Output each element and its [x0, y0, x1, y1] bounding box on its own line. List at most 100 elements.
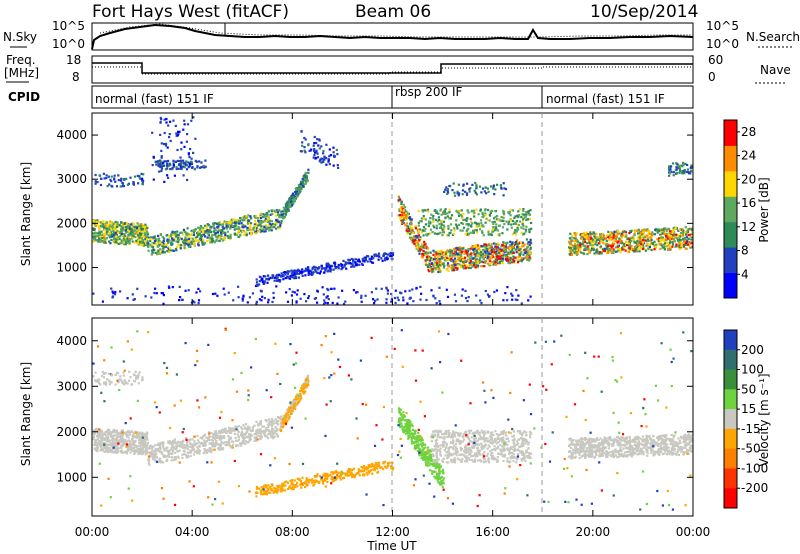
power-echo	[190, 229, 193, 232]
power-echo	[453, 191, 456, 194]
velocity-echo	[111, 440, 114, 443]
power-echo	[402, 209, 405, 212]
power-echo	[234, 222, 237, 225]
power-echo	[166, 146, 169, 149]
power-echo	[157, 237, 161, 240]
power-echo	[123, 233, 126, 236]
power-echo	[168, 136, 171, 139]
power-echo	[587, 248, 590, 251]
power-echo	[504, 247, 507, 250]
power-echo	[114, 290, 117, 294]
power-echo	[474, 260, 477, 263]
power-echo	[509, 252, 512, 255]
power-echo	[666, 241, 670, 245]
power-echo	[402, 221, 405, 225]
power-echo	[350, 262, 353, 265]
power-echo	[337, 166, 340, 169]
power-echo	[458, 250, 461, 254]
power-echo	[589, 239, 592, 242]
power-echo	[428, 220, 431, 223]
power-echo	[126, 223, 129, 226]
power-echo	[521, 213, 524, 216]
power-echo	[436, 250, 439, 253]
power-echo	[507, 211, 510, 214]
power-echo	[333, 287, 336, 290]
power-echo	[100, 232, 103, 235]
power-echo	[462, 218, 465, 222]
power-echo	[303, 149, 306, 152]
power-echo	[444, 208, 447, 211]
power-echo	[639, 231, 643, 234]
power-echo	[104, 224, 107, 227]
power-echo	[120, 229, 123, 232]
power-echo	[529, 257, 532, 260]
power-echo	[189, 237, 192, 240]
power-echo	[172, 162, 175, 165]
power-echo	[438, 261, 441, 264]
power-echo	[145, 238, 148, 241]
velocity-echo	[101, 433, 104, 436]
power-echo	[213, 230, 216, 233]
power-echo	[143, 232, 146, 235]
power-echo	[263, 230, 266, 233]
power-echo	[623, 246, 626, 250]
power-echo	[354, 258, 358, 261]
power-echo	[223, 238, 226, 241]
power-echo	[447, 269, 450, 272]
power-echo	[147, 242, 150, 245]
power-echo	[419, 237, 422, 241]
power-echo	[435, 218, 438, 221]
power-echo	[386, 289, 389, 292]
power-echo	[250, 233, 253, 236]
velocity-echo	[134, 440, 137, 443]
velocity-echo	[100, 434, 103, 437]
velocity-echo	[236, 425, 239, 429]
power-echo	[497, 219, 500, 222]
power-echo	[370, 257, 373, 260]
power-echo	[114, 222, 117, 225]
power-echo	[432, 249, 435, 252]
velocity-echo	[107, 430, 110, 433]
power-echo	[496, 262, 500, 265]
power-echo	[247, 228, 250, 232]
velocity-echo	[141, 452, 144, 455]
power-echo	[277, 213, 280, 216]
power-echo	[298, 186, 301, 189]
velocity-echo	[95, 442, 98, 445]
power-echo	[255, 230, 258, 233]
power-echo	[462, 226, 466, 229]
velocity-echo	[147, 451, 150, 454]
power-echo	[607, 238, 610, 242]
power-echo	[637, 235, 640, 238]
power-echo	[479, 256, 482, 259]
power-echo	[323, 299, 326, 302]
power-echo	[417, 249, 420, 252]
power-echo	[181, 238, 184, 242]
power-echo	[108, 232, 111, 235]
power-echo	[460, 251, 463, 254]
power-echo	[178, 130, 181, 133]
velocity-echo	[168, 440, 171, 443]
power-echo	[327, 298, 330, 301]
power-echo	[304, 151, 307, 154]
power-echo	[484, 186, 487, 189]
power-echo	[574, 250, 577, 253]
power-echo	[609, 235, 612, 238]
power-echo	[410, 218, 413, 221]
power-echo	[674, 236, 677, 239]
power-echo	[92, 292, 95, 295]
power-echo	[110, 180, 113, 183]
power-echo	[406, 225, 409, 228]
power-echo	[97, 221, 100, 224]
power-echo	[307, 295, 311, 298]
power-echo	[415, 242, 418, 245]
power-echo	[135, 231, 138, 234]
power-echo	[351, 263, 354, 266]
power-echo	[124, 243, 127, 246]
power-echo	[255, 281, 259, 284]
power-echo	[515, 222, 518, 225]
power-echo	[225, 223, 228, 226]
power-echo	[211, 235, 214, 238]
power-echo	[200, 166, 203, 169]
power-echo	[687, 243, 690, 246]
